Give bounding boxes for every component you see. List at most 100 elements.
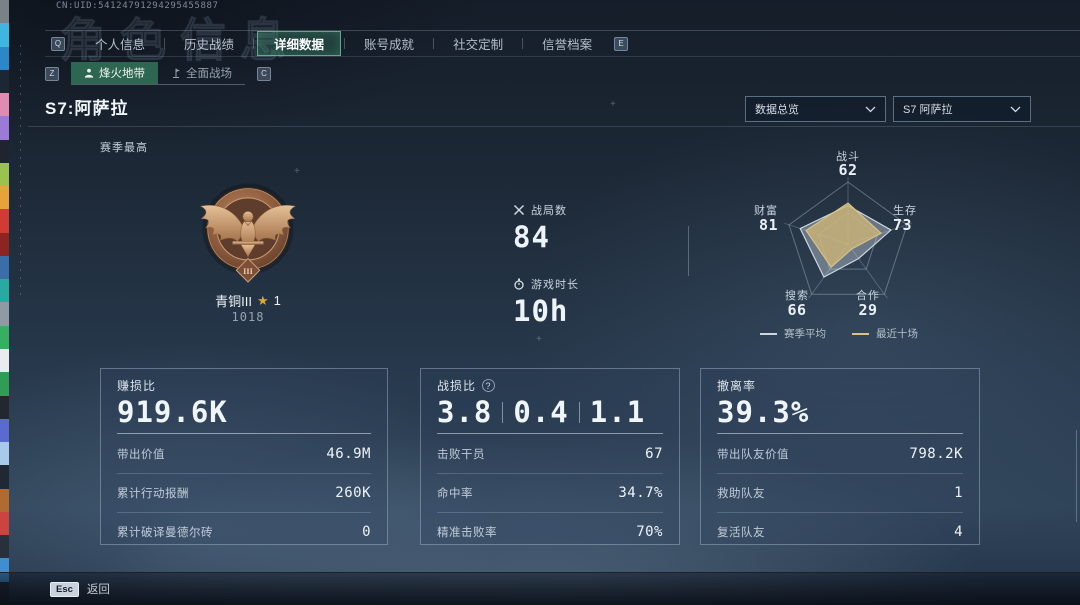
tab-reputation[interactable]: 信誉档案 <box>542 38 593 52</box>
taskbar-app-fragment <box>0 255 9 280</box>
axis-label-wealth: 财富 <box>754 205 778 217</box>
tab-history[interactable]: 历史战绩 <box>184 38 235 52</box>
row-label: 累计行动报酬 <box>117 488 189 500</box>
next-tab-key-badge[interactable]: E <box>614 36 629 51</box>
card-title: 赚损比 <box>117 379 157 393</box>
taskbar-app-fragment <box>0 302 9 326</box>
row-value: 67 <box>645 445 663 462</box>
left-taskbar-strip <box>0 0 9 605</box>
next-subtab-key-badge[interactable]: C <box>257 66 271 81</box>
stat-row: 命中率 34.7% <box>437 473 663 512</box>
tab-social[interactable]: 社交定制 <box>453 38 504 52</box>
row-label: 击败干员 <box>437 448 485 461</box>
prev-tab-key-badge[interactable]: Q <box>51 36 65 51</box>
data-scope-dropdown[interactable]: 数据总览 <box>745 96 886 122</box>
taskbar-app-fragment <box>0 0 9 24</box>
taskbar-app-fragment <box>0 418 9 443</box>
row-value: 1 <box>954 485 963 501</box>
crosshair-mark: + <box>536 334 542 345</box>
card-main-value: 3.8 0.4 1.1 <box>437 395 663 429</box>
kd-part: 3.8 <box>437 395 493 429</box>
tab-detailed-data[interactable]: 详细数据 <box>257 31 342 56</box>
stat-match-count: 战局数 84 <box>513 202 567 254</box>
scroll-indicator[interactable] <box>1076 430 1077 522</box>
row-label: 带出价值 <box>117 448 165 461</box>
taskbar-app-fragment <box>0 535 9 559</box>
ghost-title-watermark: 角色信息 <box>60 14 300 67</box>
tick-column-decoration <box>20 45 21 300</box>
taskbar-app-fragment <box>0 279 9 303</box>
crosshair-mark: + <box>294 166 300 177</box>
tab-achievements[interactable]: 账号成就 <box>364 38 415 52</box>
crossed-swords-icon <box>514 205 524 215</box>
row-value: 46.9M <box>326 445 371 462</box>
taskbar-app-fragment <box>0 348 9 373</box>
back-button[interactable]: Esc 返回 <box>50 581 110 597</box>
card-profit-loss: 赚损比 919.6K 带出价值 46.9M 累计行动报酬 260K 累计破译曼德… <box>100 368 388 545</box>
warfare-icon <box>173 68 180 78</box>
stat-play-time: 游戏时长 10h <box>513 276 579 328</box>
star-icon: ★ <box>256 292 269 308</box>
stat-row: 救助队友 1 <box>717 473 963 512</box>
stat-value: 10h <box>513 294 569 328</box>
page-title: S7:阿萨拉 <box>45 99 129 118</box>
subtab-operations[interactable]: 烽火地带 <box>71 62 158 84</box>
card-divider <box>717 433 963 434</box>
performance-radar-chart: 战斗 62 生存 73 合作 29 搜索 66 财富 81 赛季平均 最近十场 <box>700 140 1000 355</box>
taskbar-app-fragment <box>0 372 9 396</box>
axis-value-search: 66 <box>787 301 807 319</box>
rank-medal-bronze: III <box>199 183 297 283</box>
stat-row: 带出价值 46.9M <box>117 434 371 473</box>
taskbar-app-fragment <box>0 46 9 70</box>
stat-row: 累计破译曼德尔砖 0 <box>117 512 371 551</box>
axis-label-cooperation: 合作 <box>856 290 880 302</box>
esc-key-badge: Esc <box>50 581 79 597</box>
mode-sub-tabs: 烽火地带 全面战场 <box>71 62 245 85</box>
axis-value-survival: 73 <box>893 216 913 234</box>
rank-name: 青铜III <box>215 294 252 309</box>
row-label: 带出队友价值 <box>717 448 789 461</box>
taskbar-app-fragment <box>0 511 9 536</box>
help-icon[interactable]: ? <box>482 379 496 392</box>
prev-subtab-key-badge[interactable]: Z <box>45 66 59 81</box>
row-label: 精准击败率 <box>437 527 497 539</box>
tab-separator <box>253 38 255 49</box>
card-extraction-rate: 撤离率 39.3% 带出队友价值 798.2K 救助队友 1 复活队友 4 <box>700 368 980 545</box>
chevron-down-icon <box>1010 106 1021 112</box>
taskbar-app-fragment <box>0 69 9 94</box>
taskbar-app-fragment <box>0 465 9 489</box>
operations-icon <box>84 68 94 78</box>
stat-row: 复活队友 4 <box>717 512 963 551</box>
stat-label: 战局数 <box>531 205 567 217</box>
axis-label-combat: 战斗 <box>836 151 860 163</box>
tab-personal-info[interactable]: 个人信息 <box>95 38 146 52</box>
row-value: 260K <box>335 485 371 501</box>
divider-line-decoration <box>688 226 689 276</box>
legend-label: 赛季平均 <box>784 328 826 340</box>
kd-part: 0.4 <box>513 395 569 429</box>
stat-row: 击败干员 67 <box>437 434 663 473</box>
subtab-warfare[interactable]: 全面战场 <box>158 62 245 84</box>
rank-name-line: 青铜III ★ 1 <box>148 291 348 310</box>
season-best-label: 赛季最高 <box>100 142 148 154</box>
axis-value-cooperation: 29 <box>858 301 878 319</box>
row-value: 798.2K <box>909 445 963 462</box>
card-divider <box>117 433 371 434</box>
bottom-action-bar: Esc 返回 <box>0 572 1080 605</box>
card-title: 战损比 <box>437 379 477 393</box>
crosshair-mark: + <box>610 99 616 110</box>
tab-separator <box>164 38 166 49</box>
row-value: 70% <box>636 524 663 540</box>
taskbar-app-fragment <box>0 209 9 233</box>
main-tab-bar: Q 个人信息 历史战绩 详细数据 账号成就 社交定制 信誉档案 E <box>45 30 1080 57</box>
taskbar-app-fragment <box>0 395 9 419</box>
taskbar-app-fragment <box>0 23 9 47</box>
legend-swatch <box>760 332 777 335</box>
dropdown-value: S7 阿萨拉 <box>903 104 953 116</box>
season-dropdown[interactable]: S7 阿萨拉 <box>893 96 1031 122</box>
row-value: 4 <box>954 524 963 540</box>
legend-label: 最近十场 <box>876 328 918 340</box>
card-kd-ratio: 战损比 ? 3.8 0.4 1.1 击败干员 67 命中率 34.7% 精准击败… <box>420 368 680 545</box>
legend-recent-ten: 最近十场 <box>852 326 918 341</box>
back-label: 返回 <box>86 584 110 596</box>
